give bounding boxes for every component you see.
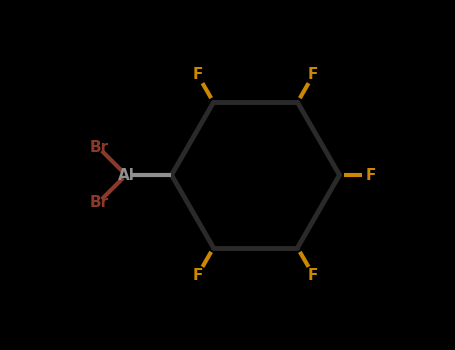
Text: Br: Br: [89, 195, 108, 210]
Text: F: F: [366, 168, 376, 182]
Text: Al: Al: [117, 168, 134, 182]
Text: F: F: [308, 267, 318, 282]
Text: F: F: [308, 68, 318, 83]
Text: F: F: [192, 68, 203, 83]
Text: Br: Br: [89, 140, 108, 155]
Text: F: F: [192, 267, 203, 282]
